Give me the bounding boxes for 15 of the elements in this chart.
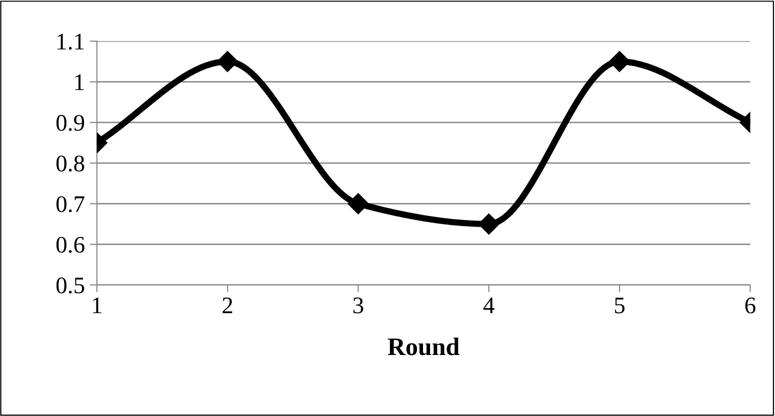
x-tick-label: 1 bbox=[93, 298, 102, 314]
y-tick-label: 1.1 bbox=[58, 34, 84, 50]
x-tick-label: 4 bbox=[483, 298, 494, 314]
point bbox=[348, 193, 369, 214]
x-tick-label: 5 bbox=[615, 298, 625, 314]
x-tick-label: 6 bbox=[745, 298, 756, 314]
y-tick-label: 0.7 bbox=[56, 196, 84, 212]
y-tick-label: 0.9 bbox=[56, 114, 84, 131]
x-tick-label: 3 bbox=[353, 298, 364, 314]
x-axis-title: Round bbox=[388, 338, 460, 356]
y-tick-label: 0.5 bbox=[56, 277, 84, 294]
y-tick-label: 0.8 bbox=[56, 156, 84, 172]
y-tick-label: 1 bbox=[75, 74, 84, 90]
x-tick-label: 2 bbox=[222, 298, 232, 314]
y-tick-label: 0.6 bbox=[56, 236, 84, 253]
